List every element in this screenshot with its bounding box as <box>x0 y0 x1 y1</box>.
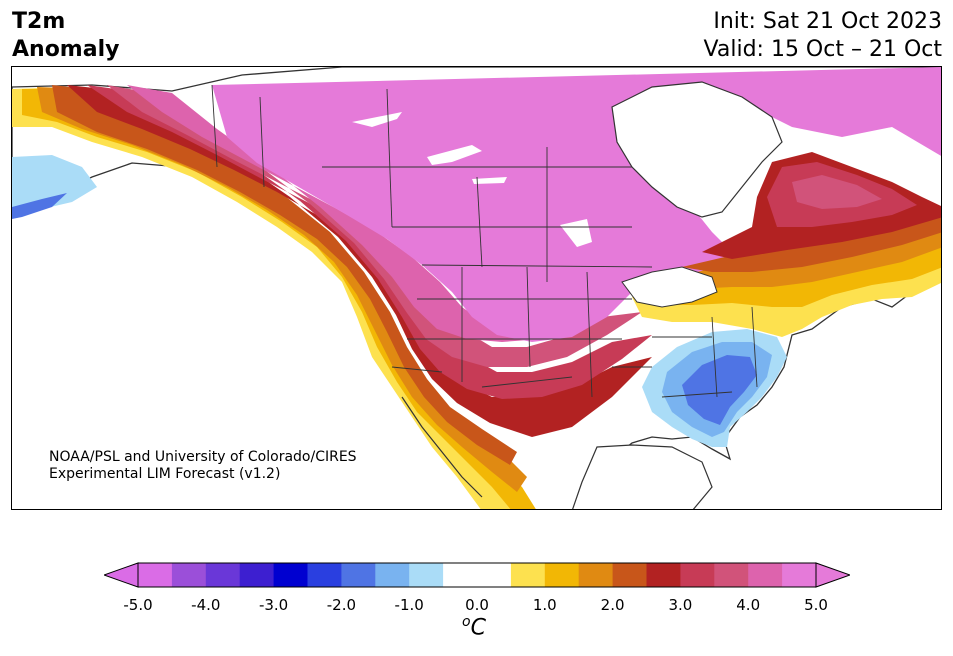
colorbar-tick-label: -3.0 <box>258 596 289 614</box>
colorbar-cell <box>748 563 783 587</box>
colorbar-cell <box>138 563 173 587</box>
colorbar-tick-label: 0.0 <box>465 596 489 614</box>
colorbar-cell <box>307 563 342 587</box>
great-lakes <box>621 266 718 308</box>
warm-core-magenta <box>212 67 941 342</box>
colorbar-tick-label: -4.0 <box>191 596 221 614</box>
valid-range: Valid: 15 Oct – 21 Oct <box>703 37 942 62</box>
colorbar-tick-label: 5.0 <box>804 596 828 614</box>
colorbar-extend-low <box>104 562 139 588</box>
colorbar-extend-high <box>815 562 850 588</box>
colorbar-cell <box>578 563 614 587</box>
colorbar-cell <box>680 563 715 587</box>
cold-blue-se <box>682 355 757 425</box>
warm-band-red-w <box>67 85 652 437</box>
hudson-bay <box>611 81 783 218</box>
colorbar-cell <box>341 563 376 587</box>
colorbar-cell <box>477 563 512 587</box>
political-borders <box>211 84 758 398</box>
colorbar-outline <box>137 562 817 588</box>
colorbar-cell <box>205 563 241 587</box>
title-variable: T2m <box>12 9 66 34</box>
lake-3 <box>560 219 592 247</box>
colorbar-cell <box>409 563 444 587</box>
unit-degree: o <box>462 614 471 630</box>
warm-band-rose-e <box>792 175 882 209</box>
colorbar-cell <box>544 563 580 587</box>
colorbar-cell <box>443 563 478 587</box>
colorbar-cell <box>782 563 817 587</box>
colorbar-cell <box>239 563 275 587</box>
colorbar-cell <box>612 563 647 587</box>
credit-line-2: Experimental LIM Forecast (v1.2) <box>49 466 281 482</box>
map-dates: Init: Sat 21 Oct 2023 Valid: 15 Oct – 21… <box>704 8 942 64</box>
title-type: Anomaly <box>12 37 120 62</box>
colorbar-unit: oC <box>462 614 486 640</box>
colorbar-cell <box>171 563 207 587</box>
anomaly-map <box>12 67 941 509</box>
colorbar-tick-label: 1.0 <box>532 596 557 614</box>
colorbar-cell <box>714 563 749 587</box>
warm-band-rust-w <box>52 85 517 465</box>
map-panel: NOAA/PSL and University of Colorado/CIRE… <box>11 66 942 510</box>
init-date: Init: Sat 21 Oct 2023 <box>713 9 942 34</box>
gulf-mexico <box>572 444 713 509</box>
colorbar-cell <box>273 563 308 587</box>
cold-blue-ak <box>12 193 67 219</box>
credit-line-1: NOAA/PSL and University of Colorado/CIRE… <box>49 449 357 465</box>
colorbar-ticks: -5.0 -4.0 -3.0 -2.0 -1.0 0.0 1.0 2.0 3.0 4.0 5.0 <box>0 596 953 616</box>
lake-2 <box>427 145 482 165</box>
colorbar-cell <box>646 563 681 587</box>
unit-letter: C <box>470 615 486 641</box>
credit-text: NOAA/PSL and University of Colorado/CIRE… <box>49 449 357 483</box>
colorbar-tick-label: 4.0 <box>736 596 761 614</box>
warm-band-dkorange-w <box>37 87 527 492</box>
colorbar-tick-label: -1.0 <box>394 596 424 614</box>
warm-band-orange-w <box>22 89 536 509</box>
colorbar-cell <box>375 563 410 587</box>
colorbar-tick-label: 2.0 <box>600 596 625 614</box>
map-title: T2m Anomaly <box>12 8 119 64</box>
lake-4 <box>472 177 507 184</box>
lake-1 <box>352 112 402 127</box>
baja-coast <box>401 396 483 498</box>
colorbar <box>104 562 850 588</box>
colorbar-tick-label: -2.0 <box>326 596 357 614</box>
colorbar-tick-label: 3.0 <box>668 596 693 614</box>
colorbar-tick-label: -5.0 <box>123 596 153 614</box>
colorbar-cell <box>510 563 546 587</box>
